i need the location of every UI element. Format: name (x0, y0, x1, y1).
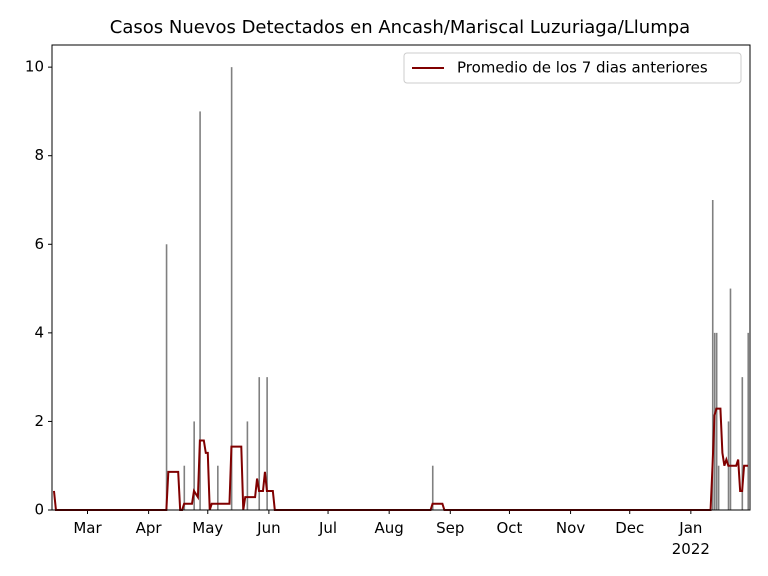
line (52, 407, 749, 511)
x-tick-label: Nov (555, 519, 586, 537)
x-tick-label: May (192, 519, 224, 537)
x-tick-label: Aug (374, 519, 404, 537)
bar (729, 288, 732, 510)
y-tick-label: 2 (34, 412, 44, 430)
bar (715, 332, 718, 510)
legend: Promedio de los 7 dias anteriores (403, 52, 742, 84)
bar (258, 377, 261, 510)
axes-frame (51, 44, 751, 511)
bar (246, 421, 249, 510)
bar (193, 421, 195, 510)
bar (741, 377, 744, 510)
x-tick-label: Oct (496, 519, 523, 537)
bar (711, 200, 714, 510)
y-tick-label: 0 (34, 501, 44, 519)
bar (230, 67, 233, 511)
x-tick-label: Jun (257, 519, 281, 537)
bar (717, 465, 720, 510)
bar (165, 244, 168, 511)
bar (266, 377, 268, 510)
y-tick-label: 10 (25, 58, 44, 76)
bar (217, 465, 219, 510)
x-tick-label: Jan 2022 (671, 519, 710, 558)
x-tick-label: Jul (318, 519, 338, 537)
x-tick-label: Apr (135, 519, 162, 537)
y-tick-label: 4 (34, 323, 44, 341)
bar (199, 111, 201, 510)
legend-label: Promedio de los 7 dias anteriores (457, 59, 708, 77)
chart-title: Casos Nuevos Detectados en Ancash/Marisc… (110, 17, 690, 38)
legend-box (403, 52, 742, 84)
bar (183, 465, 186, 510)
x-tick-label: Dec (615, 519, 645, 537)
bar (747, 332, 750, 510)
x-tick-label: Mar (73, 519, 102, 537)
y-tick-label: 8 (34, 146, 44, 164)
y-tick-label: 6 (34, 235, 44, 253)
bar (431, 465, 434, 510)
x-tick-label: Sep (436, 519, 465, 537)
